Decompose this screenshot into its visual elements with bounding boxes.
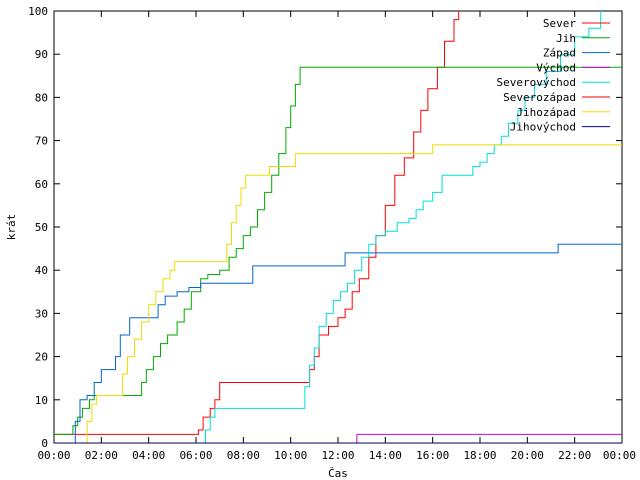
x-tick-label: 18:00 bbox=[463, 449, 496, 462]
x-tick-label: 10:00 bbox=[274, 449, 307, 462]
x-tick-label: 00:00 bbox=[603, 449, 636, 462]
x-tick-label: 04:00 bbox=[132, 449, 165, 462]
y-tick-label: 10 bbox=[35, 394, 48, 407]
y-tick-label: 70 bbox=[35, 135, 48, 148]
y-tick-label: 0 bbox=[41, 437, 48, 450]
legend-label: Jihovýchod bbox=[510, 121, 576, 134]
y-tick-label: 100 bbox=[28, 5, 48, 18]
legend-label: Sever bbox=[543, 17, 576, 30]
y-tick-label: 90 bbox=[35, 48, 48, 61]
y-tick-label: 30 bbox=[35, 307, 48, 320]
y-tick-label: 20 bbox=[35, 351, 48, 364]
y-tick-label: 60 bbox=[35, 178, 48, 191]
legend-label: Severovýchod bbox=[497, 76, 576, 89]
y-axis-title: krát bbox=[5, 214, 18, 241]
y-tick-label: 80 bbox=[35, 91, 48, 104]
y-tick-label: 50 bbox=[35, 221, 48, 234]
x-tick-label: 12:00 bbox=[321, 449, 354, 462]
legend-label: Jihozápad bbox=[516, 106, 576, 119]
x-tick-label: 20:00 bbox=[511, 449, 544, 462]
y-tick-label: 40 bbox=[35, 264, 48, 277]
x-axis-title: Čas bbox=[328, 467, 348, 480]
x-axis: 00:00 02:00 04:00 06:00 08:00 10:00 12:00 14:00… bbox=[37, 11, 636, 462]
x-tick-label: 22:00 bbox=[558, 449, 591, 462]
x-tick-label: 14:00 bbox=[369, 449, 402, 462]
legend-label: Severozápad bbox=[503, 91, 576, 104]
y-axis: 0 10 20 30 40 50 60 70 80 90 100 bbox=[28, 5, 622, 450]
x-tick-label: 02:00 bbox=[85, 449, 118, 462]
series-line-4 bbox=[54, 433, 622, 443]
legend-label: Jih bbox=[556, 32, 576, 45]
series-line-1 bbox=[54, 11, 460, 435]
series-line-5 bbox=[54, 11, 602, 443]
x-tick-label: 00:00 bbox=[37, 449, 70, 462]
series-line-7 bbox=[54, 144, 622, 443]
x-tick-label: 16:00 bbox=[416, 449, 449, 462]
legend-label: Východ bbox=[536, 61, 576, 74]
legend-label: Západ bbox=[543, 47, 576, 60]
x-tick-label: 08:00 bbox=[227, 449, 260, 462]
series-lines bbox=[54, 11, 622, 443]
x-tick-label: 06:00 bbox=[179, 449, 212, 462]
series-line-3 bbox=[54, 243, 622, 443]
